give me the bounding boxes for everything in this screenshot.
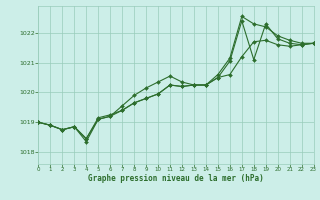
X-axis label: Graphe pression niveau de la mer (hPa): Graphe pression niveau de la mer (hPa) bbox=[88, 174, 264, 183]
